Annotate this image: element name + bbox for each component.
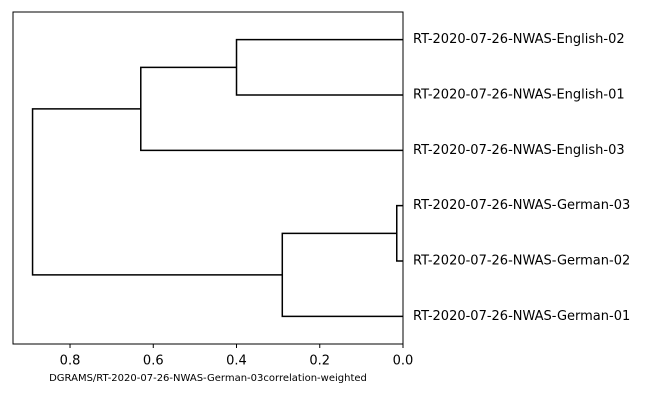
leaf-label: RT-2020-07-26-NWAS-German-03	[413, 198, 630, 213]
leaf-label: RT-2020-07-26-NWAS-German-02	[413, 254, 630, 269]
x-tick-label: 0.4	[226, 354, 247, 369]
link	[281, 232, 403, 318]
x-tick-label: 0.2	[309, 354, 330, 369]
link	[140, 66, 403, 152]
leaf-label: RT-2020-07-26-NWAS-English-01	[413, 88, 625, 103]
x-tick-label: 0.0	[393, 354, 414, 369]
link	[396, 204, 403, 262]
plot-frame	[12, 11, 404, 345]
link	[235, 38, 403, 96]
x-tick-label: 0.6	[143, 354, 164, 369]
x-axis-label: DGRAMS/RT-2020-07-26-NWAS-German-03corre…	[49, 373, 367, 384]
leaf-label: RT-2020-07-26-NWAS-English-02	[413, 32, 625, 47]
leaf-label: RT-2020-07-26-NWAS-English-03	[413, 143, 625, 158]
leaf-label: RT-2020-07-26-NWAS-German-01	[413, 309, 630, 324]
link	[31, 108, 283, 276]
x-tick-label: 0.8	[60, 354, 81, 369]
